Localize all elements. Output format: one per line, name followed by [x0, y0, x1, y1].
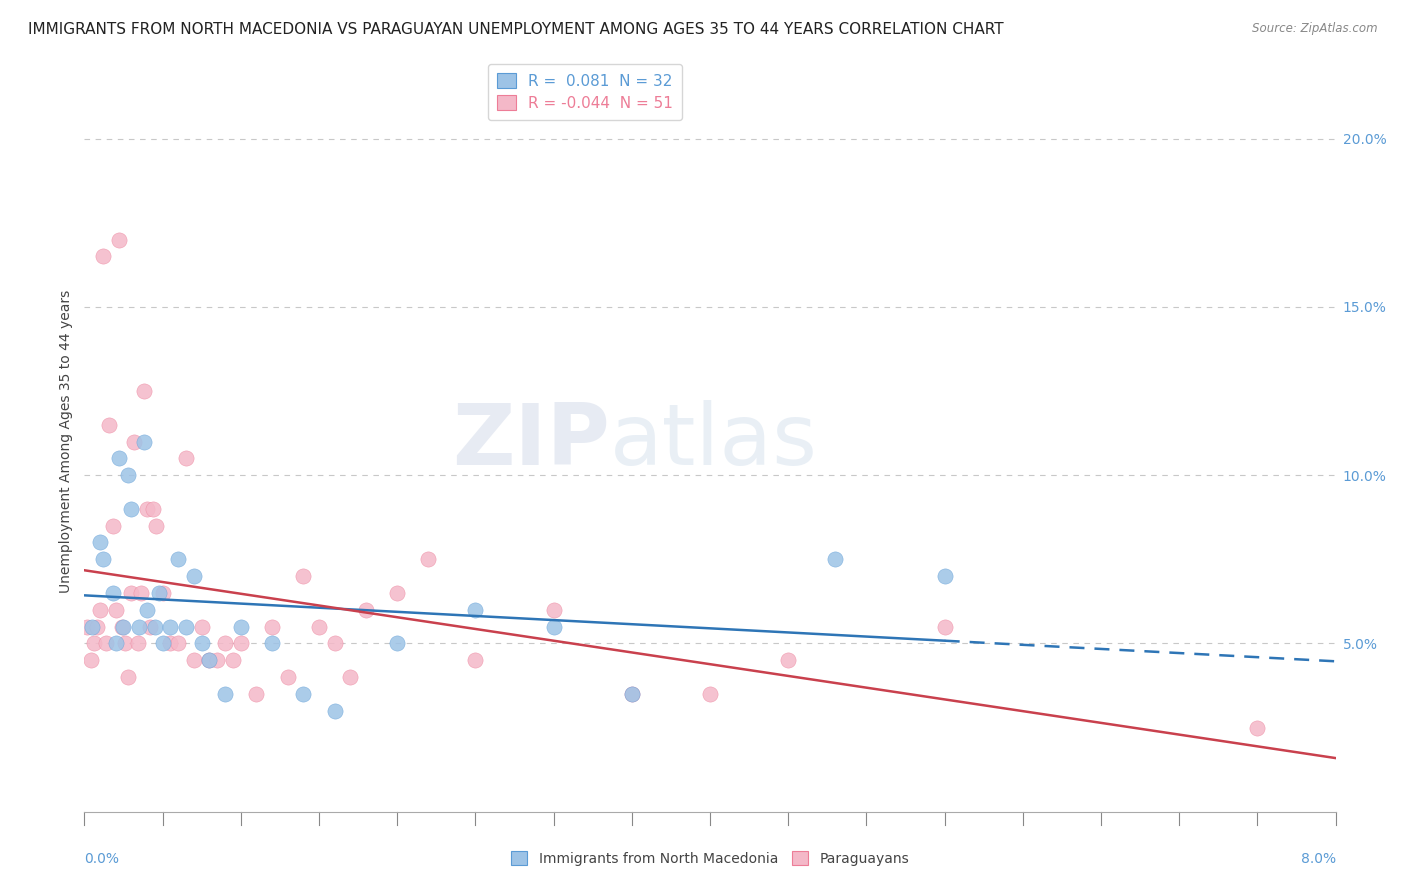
- Point: [418, 552, 440, 566]
- Point: [277, 670, 299, 684]
- Point: [174, 451, 197, 466]
- Point: [543, 603, 565, 617]
- Point: [132, 384, 155, 398]
- Point: [145, 518, 167, 533]
- Point: [198, 653, 221, 667]
- Point: [129, 586, 152, 600]
- Point: [245, 687, 267, 701]
- Point: [152, 586, 174, 600]
- Point: [107, 451, 129, 466]
- Point: [385, 636, 409, 650]
- Point: [111, 619, 134, 633]
- Point: [101, 586, 124, 600]
- Point: [107, 233, 129, 247]
- Point: [96, 636, 118, 650]
- Point: [824, 552, 846, 566]
- Text: ZIP: ZIP: [453, 400, 610, 483]
- Point: [120, 586, 142, 600]
- Point: [152, 636, 174, 650]
- Point: [101, 518, 124, 533]
- Point: [91, 249, 114, 264]
- Point: [934, 619, 956, 633]
- Point: [114, 636, 136, 650]
- Text: 0.0%: 0.0%: [84, 852, 120, 866]
- Point: [167, 552, 190, 566]
- Y-axis label: Unemployment Among Ages 35 to 44 years: Unemployment Among Ages 35 to 44 years: [59, 290, 73, 593]
- Text: 8.0%: 8.0%: [1301, 852, 1336, 866]
- Point: [190, 619, 212, 633]
- Point: [323, 704, 346, 718]
- Point: [98, 417, 121, 432]
- Point: [112, 619, 135, 633]
- Point: [159, 636, 181, 650]
- Point: [262, 636, 284, 650]
- Point: [183, 569, 205, 583]
- Point: [190, 636, 212, 650]
- Point: [127, 636, 149, 650]
- Point: [354, 603, 377, 617]
- Point: [124, 434, 146, 449]
- Point: [229, 619, 252, 633]
- Point: [139, 619, 162, 633]
- Point: [128, 619, 150, 633]
- Point: [91, 552, 114, 566]
- Point: [214, 636, 236, 650]
- Point: [292, 687, 315, 701]
- Point: [167, 636, 190, 650]
- Point: [778, 653, 800, 667]
- Point: [934, 569, 956, 583]
- Point: [148, 586, 170, 600]
- Point: [292, 569, 315, 583]
- Point: [117, 468, 139, 483]
- Point: [82, 619, 104, 633]
- Legend: Immigrants from North Macedonia, Paraguayans: Immigrants from North Macedonia, Paragua…: [505, 846, 915, 871]
- Point: [76, 619, 98, 633]
- Point: [89, 603, 111, 617]
- Point: [1246, 721, 1268, 735]
- Point: [117, 670, 139, 684]
- Point: [339, 670, 361, 684]
- Point: [136, 501, 159, 516]
- Point: [229, 636, 252, 650]
- Text: Source: ZipAtlas.com: Source: ZipAtlas.com: [1253, 22, 1378, 36]
- Point: [159, 619, 181, 633]
- Point: [120, 501, 142, 516]
- Point: [142, 501, 165, 516]
- Point: [89, 535, 111, 549]
- Point: [198, 653, 221, 667]
- Point: [132, 434, 155, 449]
- Text: atlas: atlas: [610, 400, 818, 483]
- Point: [543, 619, 565, 633]
- Point: [699, 687, 721, 701]
- Point: [143, 619, 166, 633]
- Point: [136, 603, 159, 617]
- Point: [464, 603, 486, 617]
- Point: [464, 653, 486, 667]
- Point: [385, 586, 409, 600]
- Point: [262, 619, 284, 633]
- Point: [207, 653, 229, 667]
- Text: IMMIGRANTS FROM NORTH MACEDONIA VS PARAGUAYAN UNEMPLOYMENT AMONG AGES 35 TO 44 Y: IMMIGRANTS FROM NORTH MACEDONIA VS PARAG…: [28, 22, 1004, 37]
- Point: [620, 687, 643, 701]
- Point: [83, 636, 105, 650]
- Point: [222, 653, 245, 667]
- Point: [323, 636, 346, 650]
- Point: [86, 619, 108, 633]
- Point: [104, 603, 127, 617]
- Point: [79, 653, 101, 667]
- Point: [183, 653, 205, 667]
- Point: [214, 687, 236, 701]
- Point: [104, 636, 127, 650]
- Point: [174, 619, 197, 633]
- Point: [308, 619, 330, 633]
- Point: [620, 687, 643, 701]
